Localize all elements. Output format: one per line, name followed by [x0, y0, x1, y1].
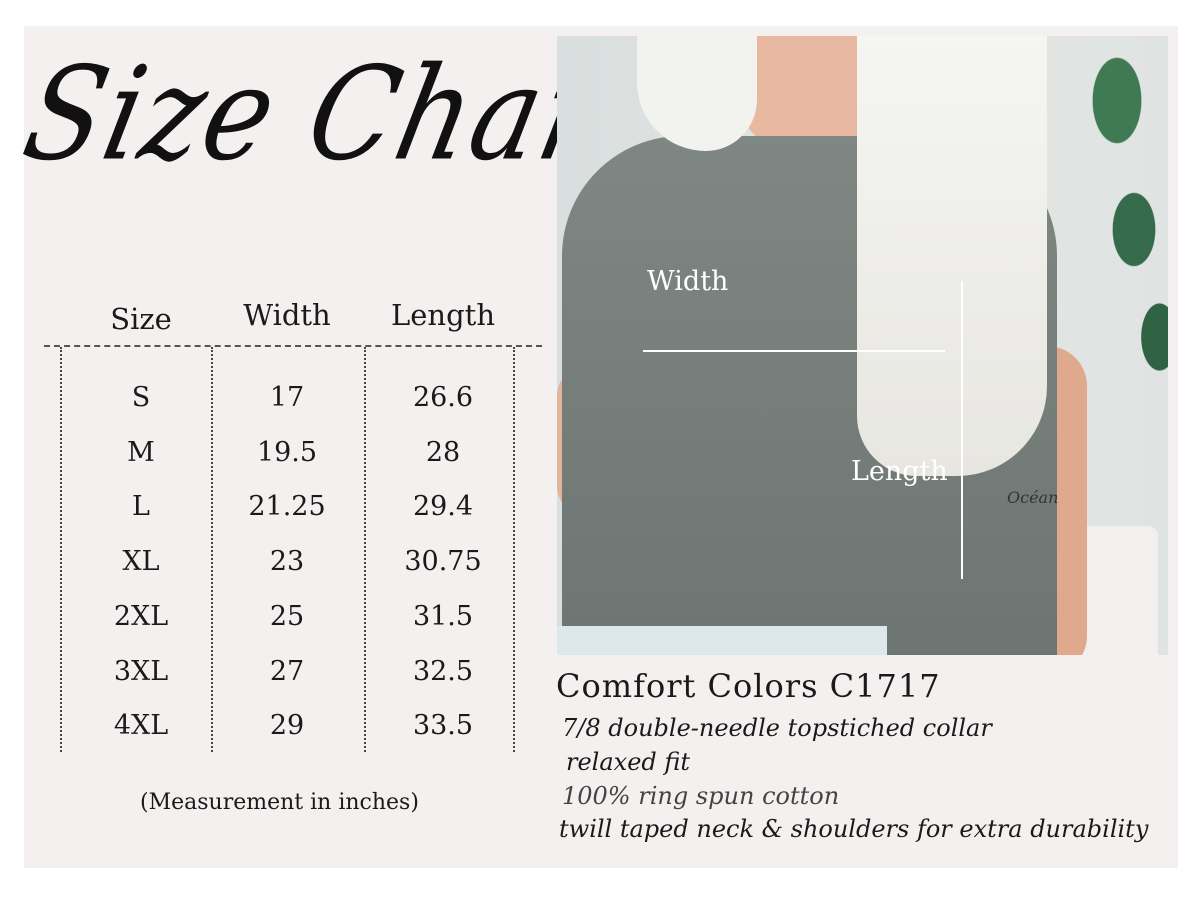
width-cell: 25: [269, 600, 305, 632]
length-label: Length: [851, 456, 948, 487]
size-cell: S: [131, 382, 151, 413]
width-arrow: [643, 350, 945, 352]
column-divider: [513, 347, 515, 752]
hair: [637, 36, 757, 151]
width-cell: 19.5: [256, 436, 318, 468]
header-size: Size: [110, 302, 172, 336]
width-cell: 29: [269, 710, 305, 742]
length-cell: 26.6: [412, 382, 474, 413]
feature-item: relaxed fit: [566, 748, 691, 776]
width-label: Width: [647, 266, 729, 297]
hair: [857, 36, 1047, 476]
length-cell: 29.4: [412, 491, 474, 523]
column-divider: [211, 347, 213, 752]
measurement-note: (Measurement in inches): [140, 790, 419, 815]
column-divider: [60, 347, 62, 752]
size-cell: XL: [122, 546, 160, 578]
feature-item: 7/8 double-needle topstiched collar: [562, 714, 992, 742]
length-cell: 28: [425, 436, 461, 468]
header-divider: [44, 345, 542, 347]
column-divider: [364, 347, 366, 752]
tattoo-text: Océan: [1007, 488, 1059, 507]
width-cell: 21.25: [248, 491, 326, 523]
header-width: Width: [243, 298, 331, 332]
width-cell: 23: [269, 546, 305, 578]
jeans: [557, 626, 887, 655]
product-photo: Width Length Océan: [557, 36, 1168, 655]
length-cell: 30.75: [404, 546, 482, 578]
plant-pot: [1078, 526, 1158, 655]
header-length: Length: [391, 298, 495, 332]
size-cell: 3XL: [113, 655, 169, 687]
width-cell: 17: [269, 382, 305, 413]
width-cell: 27: [269, 655, 305, 687]
length-arrow: [961, 281, 963, 579]
size-table: Size Width Length S 17 26.6 M 19.5 28 L 21.25 29…: [44, 290, 542, 755]
length-cell: 31.5: [412, 600, 474, 632]
product-name: Comfort Colors C1717: [556, 667, 941, 705]
length-cell: 32.5: [412, 655, 474, 687]
length-cell: 33.5: [412, 710, 474, 742]
feature-item: 100% ring spun cotton: [562, 782, 840, 810]
size-cell: L: [132, 491, 150, 523]
feature-item: twill taped neck & shoulders for extra d…: [559, 815, 1149, 843]
size-cell: 4XL: [113, 710, 169, 742]
size-cell: M: [127, 436, 155, 468]
size-cell: 2XL: [113, 600, 169, 632]
